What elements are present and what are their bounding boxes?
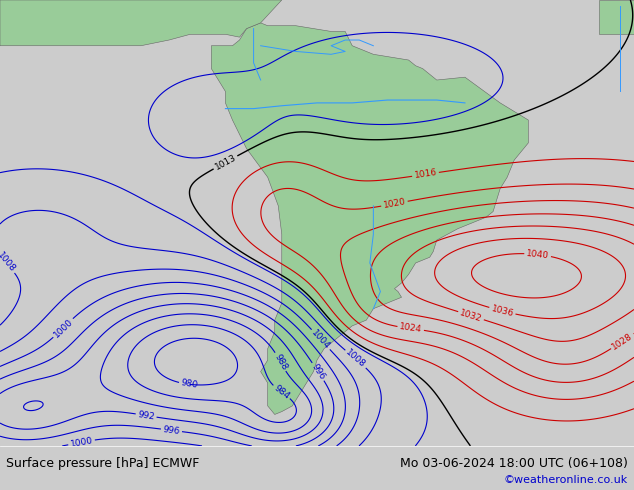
Text: 984: 984 — [272, 383, 291, 401]
Text: 1000: 1000 — [69, 436, 94, 449]
Text: Mo 03-06-2024 18:00 UTC (06+108): Mo 03-06-2024 18:00 UTC (06+108) — [400, 457, 628, 469]
Text: 1036: 1036 — [490, 304, 515, 318]
Text: 1000: 1000 — [52, 317, 75, 339]
Text: 1032: 1032 — [459, 308, 483, 323]
Text: 1020: 1020 — [382, 197, 406, 210]
Text: 1008: 1008 — [0, 251, 16, 274]
Text: 1013: 1013 — [213, 153, 238, 172]
Text: 1004: 1004 — [309, 328, 332, 351]
Text: 1040: 1040 — [526, 249, 550, 260]
Polygon shape — [0, 0, 281, 46]
Text: ©weatheronline.co.uk: ©weatheronline.co.uk — [503, 475, 628, 485]
Text: 992: 992 — [137, 410, 155, 421]
Text: 980: 980 — [180, 378, 198, 390]
Polygon shape — [598, 0, 634, 34]
Text: Surface pressure [hPa] ECMWF: Surface pressure [hPa] ECMWF — [6, 457, 200, 469]
Text: 1024: 1024 — [399, 322, 423, 335]
Text: 988: 988 — [272, 352, 288, 371]
Text: 996: 996 — [162, 425, 181, 436]
Text: 1028: 1028 — [611, 331, 634, 351]
Polygon shape — [211, 23, 528, 415]
Text: 996: 996 — [309, 362, 327, 381]
Text: 1008: 1008 — [344, 348, 367, 370]
Text: 1016: 1016 — [413, 168, 437, 180]
